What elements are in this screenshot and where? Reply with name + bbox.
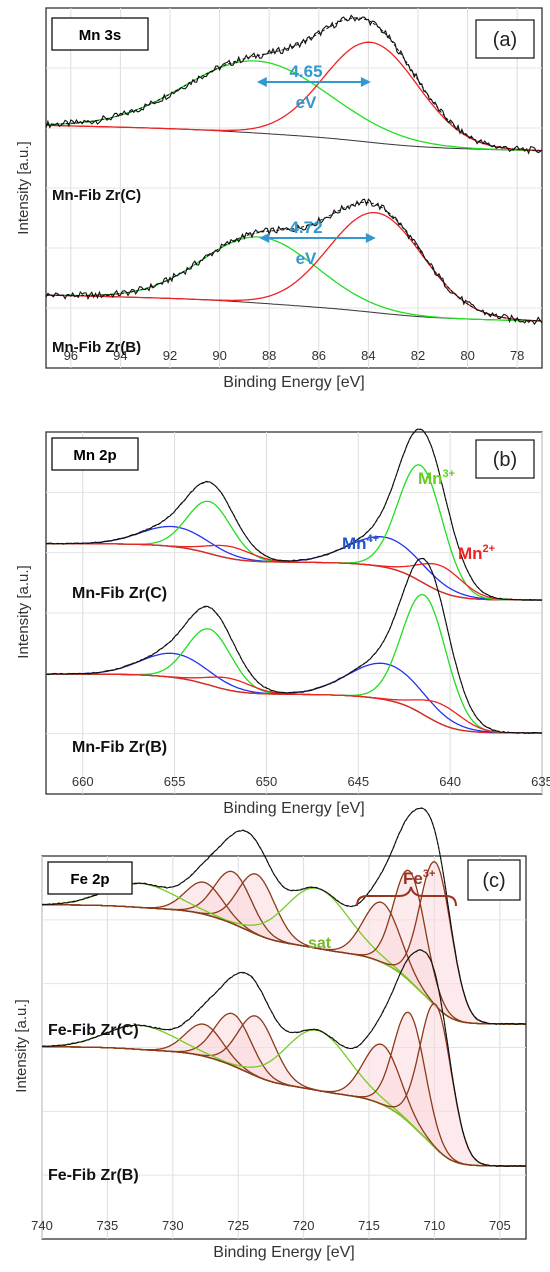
split-arrow-c-head-left <box>256 77 267 87</box>
panel-c-title-box <box>47 861 133 895</box>
split-value-b: 4.72 <box>289 218 322 237</box>
fe3-bracket <box>356 886 457 907</box>
panel-a-split-annotation-c: 4.65 eV <box>256 62 371 112</box>
panel-c-tick-labels: 740 735 730 725 720 715 710 705 <box>31 1218 511 1233</box>
fe3-shading <box>386 861 485 1024</box>
raw-spectrum <box>41 949 527 1168</box>
x-tick-label: 94 <box>113 348 127 363</box>
panel-b-grid <box>46 432 543 794</box>
split-arrow-c-head-right <box>360 77 371 87</box>
x-tick-label: 82 <box>411 348 425 363</box>
fit-envelope <box>46 428 542 601</box>
mn2-label: Mn2+ <box>458 543 495 563</box>
x-tick-label: 705 <box>489 1218 511 1233</box>
panel-b-id: (b) <box>493 449 517 471</box>
x-tick-label: 660 <box>72 774 94 789</box>
x-tick-label: 90 <box>212 348 226 363</box>
x-tick-label: 725 <box>227 1218 249 1233</box>
panel-b-sample-c-label: Mn-Fib Zr(C) <box>72 585 167 602</box>
panel-b-mn2p: 660 655 650 645 640 635 Mn 2p (b) Mn-Fib Zr(C… <box>15 428 550 817</box>
panel-c-sample-b-label: Fe-Fib Zr(B) <box>48 1167 139 1184</box>
x-tick-label: 92 <box>163 348 177 363</box>
raw-spectrum <box>45 198 543 326</box>
split-value-c: 4.65 <box>289 62 322 81</box>
mn3-label: Mn3+ <box>418 468 455 488</box>
panel-b-ylabel: Intensity [a.u.] <box>15 565 32 658</box>
panel-a-xlabel: Binding Energy [eV] <box>223 374 364 391</box>
x-tick-label: 710 <box>424 1218 446 1233</box>
panel-a-id: (a) <box>493 29 517 51</box>
panel-c-id-box <box>467 859 521 901</box>
panel-c-curves <box>41 807 527 1168</box>
x-tick-label: 80 <box>460 348 474 363</box>
x-tick-label: 78 <box>510 348 524 363</box>
panel-a-split-annotation-b: 4.72 eV <box>259 218 376 268</box>
panel-a-title: Mn 3s <box>79 27 122 44</box>
component-peak <box>46 543 542 601</box>
mn4-label: Mn4+ <box>342 533 379 553</box>
panel-a-title-box <box>51 17 149 51</box>
component-peak <box>42 1003 526 1167</box>
x-tick-label: 86 <box>312 348 326 363</box>
panel-c-title: Fe 2p <box>70 871 109 888</box>
panel-c-id: (c) <box>482 870 505 892</box>
x-tick-label: 645 <box>347 774 369 789</box>
x-tick-label: 650 <box>256 774 278 789</box>
panel-b-sample-b-label: Mn-Fib Zr(B) <box>72 739 167 756</box>
panel-b-id-box <box>475 439 535 479</box>
panel-b-curves <box>45 428 543 735</box>
x-tick-label: 730 <box>162 1218 184 1233</box>
panel-b-title: Mn 2p <box>73 447 116 464</box>
panel-b-title-box <box>51 437 139 471</box>
panel-b-tick-labels: 660 655 650 645 640 635 <box>72 774 550 789</box>
fe3-shading <box>386 1003 485 1166</box>
panel-c-ylabel: Intensity [a.u.] <box>13 999 30 1092</box>
raw-spectrum <box>45 14 543 155</box>
component-peak <box>46 673 542 734</box>
split-unit-b: eV <box>296 249 317 268</box>
x-tick-label: 735 <box>97 1218 119 1233</box>
panel-a-sample-b-label: Mn-Fib Zr(B) <box>52 339 141 356</box>
raw-spectrum <box>45 428 543 602</box>
x-tick-label: 88 <box>262 348 276 363</box>
x-tick-label: 96 <box>64 348 78 363</box>
x-tick-label: 740 <box>31 1218 53 1233</box>
panel-c-fe2p: 740 735 730 725 720 715 710 705 Fe 2p (c) Fe-Fi… <box>13 807 527 1261</box>
panel-a-sample-c-label: Mn-Fib Zr(C) <box>52 187 141 204</box>
x-tick-label: 84 <box>361 348 375 363</box>
sat-label: sat <box>308 935 332 952</box>
panel-a-curves <box>45 14 543 326</box>
x-tick-label: 635 <box>531 774 550 789</box>
split-arrow-b-head-left <box>259 233 270 243</box>
panel-c-sample-c-label: Fe-Fib Zr(C) <box>48 1022 139 1039</box>
x-tick-label: 640 <box>439 774 461 789</box>
x-tick-label: 715 <box>358 1218 380 1233</box>
split-arrow-b-head-right <box>365 233 376 243</box>
panel-a-tick-labels: 96 94 92 90 88 86 84 82 80 78 <box>64 348 525 363</box>
split-unit-c: eV <box>296 93 317 112</box>
panel-a-grid <box>46 8 542 368</box>
panel-a-id-box <box>475 19 535 59</box>
x-tick-label: 720 <box>293 1218 315 1233</box>
raw-spectrum <box>45 557 543 735</box>
panel-a-mn3s: 96 94 92 90 88 86 84 82 80 78 Mn 3s (a) Mn-Fib Zr… <box>15 7 543 391</box>
panel-c-xlabel: Binding Energy [eV] <box>213 1244 354 1261</box>
panel-b-xlabel: Binding Energy [eV] <box>223 800 364 817</box>
panel-a-ylabel: Intensity [a.u.] <box>15 141 32 234</box>
x-tick-label: 655 <box>164 774 186 789</box>
fe3-label: Fe3+ <box>403 868 435 888</box>
